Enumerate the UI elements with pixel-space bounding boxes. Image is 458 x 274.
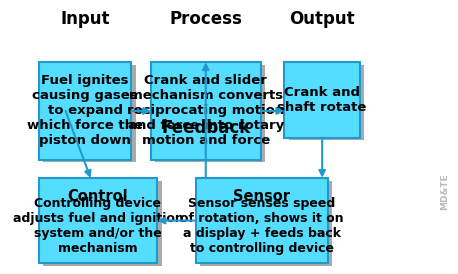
Text: Sensor senses speed
of rotation, shows it on
a display + feeds back
to controlli: Sensor senses speed of rotation, shows i… [180,196,344,255]
Bar [155,65,265,162]
Text: Feedback: Feedback [161,119,251,137]
Bar [38,178,157,263]
Text: Fuel ignites
causing gases
to expand
which force the
piston down: Fuel ignites causing gases to expand whi… [27,75,143,147]
Text: Controlling device
adjusts fuel and ignition
system and/or the
mechanism: Controlling device adjusts fuel and igni… [12,196,183,255]
Bar [284,62,360,138]
Bar [151,62,261,159]
Bar [289,65,364,141]
Text: Control: Control [68,189,128,204]
Bar [43,65,136,162]
Bar [200,181,332,266]
Text: Output: Output [289,10,355,28]
Bar [196,178,327,263]
Text: MD&TE: MD&TE [441,173,450,210]
Text: Crank and
shaft rotate: Crank and shaft rotate [278,86,367,114]
Text: Sensor: Sensor [233,189,290,204]
Text: Process: Process [169,10,242,28]
Text: Crank and slider
mechanism converts
reciprocating motion
and force into rotary
m: Crank and slider mechanism converts reci… [127,75,284,147]
Bar [43,181,162,266]
Bar [38,62,131,159]
Text: Input: Input [60,10,110,28]
